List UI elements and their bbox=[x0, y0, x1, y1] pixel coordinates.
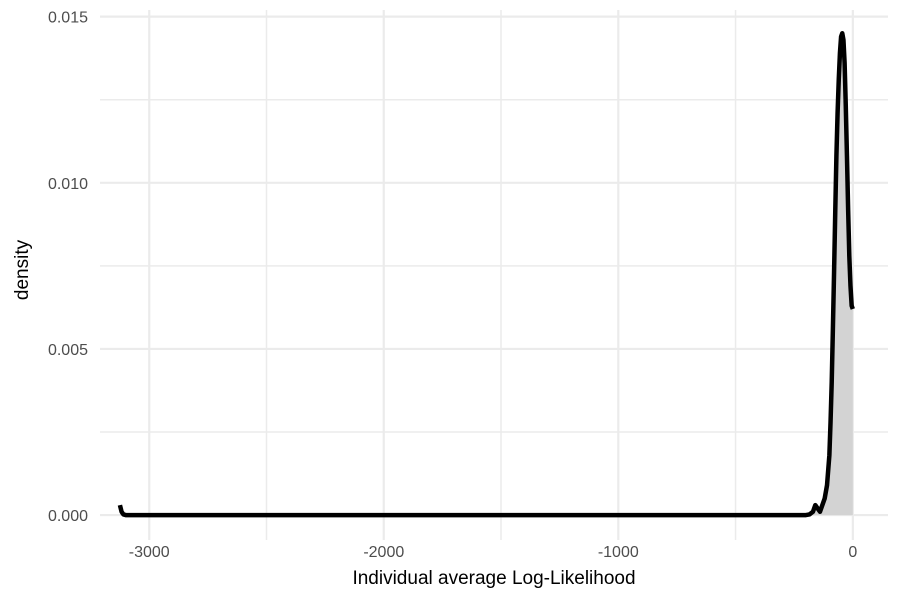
y-tick-label: 0.015 bbox=[48, 10, 88, 27]
minor-gridlines bbox=[100, 10, 888, 540]
y-tick-labels: 0.000 0.005 0.010 0.015 bbox=[48, 10, 88, 525]
density-line-layer bbox=[117, 31, 855, 518]
x-tick-label: -1000 bbox=[598, 544, 639, 561]
y-axis-title: density bbox=[12, 239, 33, 300]
density-line bbox=[117, 31, 855, 518]
x-axis-title: Individual average Log-Likelihood bbox=[352, 568, 635, 589]
density-fill-layer bbox=[119, 33, 853, 516]
major-gridlines bbox=[100, 10, 888, 540]
x-tick-labels: -3000 -2000 -1000 0 bbox=[129, 544, 858, 561]
x-tick-label: 0 bbox=[848, 544, 857, 561]
density-area bbox=[119, 33, 853, 516]
y-tick-label: 0.005 bbox=[48, 342, 88, 359]
x-tick-label: -2000 bbox=[363, 544, 404, 561]
y-tick-label: 0.010 bbox=[48, 176, 88, 193]
y-tick-label: 0.000 bbox=[48, 508, 88, 525]
x-tick-label: -3000 bbox=[129, 544, 170, 561]
